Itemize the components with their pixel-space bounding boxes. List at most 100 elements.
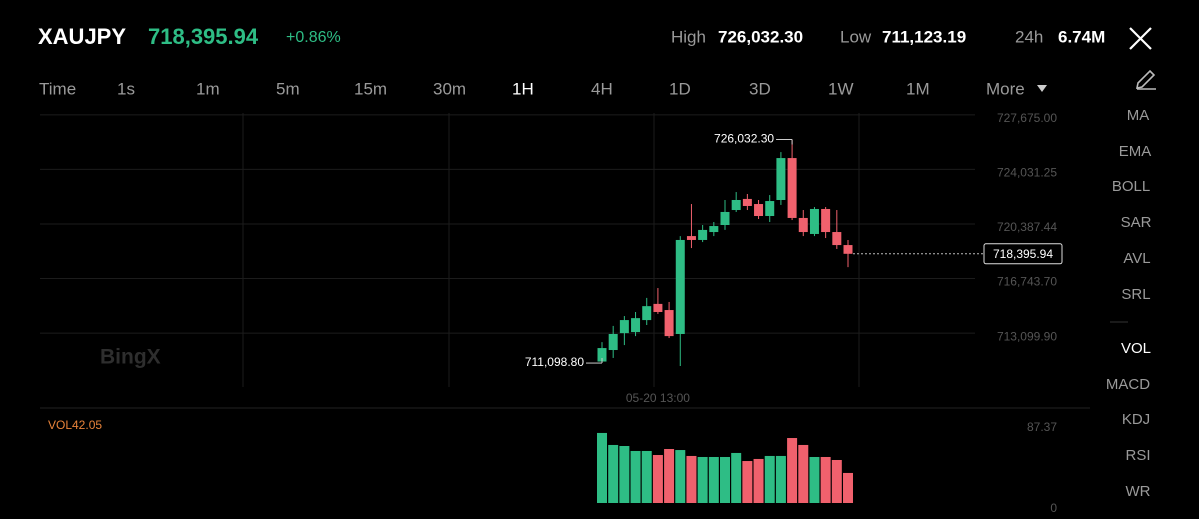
- candle-body: [731, 199, 741, 211]
- volume-bar: [753, 458, 764, 503]
- volume-value: 6.74M: [1058, 27, 1105, 46]
- candle-body: [798, 217, 808, 233]
- candle-body: [843, 245, 853, 254]
- interval[interactable]: 15m: [354, 79, 387, 98]
- volume-label: 24h: [1015, 27, 1043, 46]
- indicator[interactable]: MACD: [1106, 376, 1150, 393]
- indicator-active[interactable]: VOL: [1121, 340, 1151, 357]
- vertical-grid: [242, 113, 860, 387]
- draw-button[interactable]: [1135, 69, 1156, 90]
- candle-body: [698, 229, 708, 240]
- last-price-label: 718,395.94: [993, 247, 1053, 261]
- y-tick-label: 0: [1050, 501, 1057, 515]
- indicator[interactable]: SRL: [1121, 286, 1150, 303]
- interval[interactable]: 4H: [591, 79, 613, 98]
- candle-body: [675, 239, 685, 334]
- volume-bar: [731, 452, 742, 503]
- volume-bar: [843, 472, 853, 503]
- volume-bar: [697, 456, 708, 503]
- interval[interactable]: 3D: [749, 79, 771, 98]
- y-tick-label: 727,675.00: [997, 111, 1057, 125]
- y-tick-label: 720,387.44: [997, 220, 1057, 234]
- candle-body: [787, 158, 797, 218]
- candle-body: [653, 303, 663, 312]
- candle-body: [619, 320, 629, 334]
- dropdown-arrow: [1037, 85, 1047, 92]
- interval-active[interactable]: 1H: [512, 79, 534, 98]
- volume-bar: [664, 449, 675, 503]
- volume-bar: [652, 455, 663, 503]
- annotation-label: 711,098.80: [525, 355, 584, 369]
- candle-body: [720, 211, 730, 225]
- volume-title: VOL42.05: [48, 418, 102, 432]
- candle-body: [809, 208, 819, 234]
- indicator[interactable]: MA: [1127, 107, 1150, 124]
- last-price-box: [983, 243, 1063, 265]
- high-label: High: [671, 27, 706, 46]
- interval-label: Time: [39, 79, 76, 98]
- candle-body: [821, 208, 831, 233]
- candle-body: [832, 232, 842, 246]
- y-tick-label: 716,743.70: [997, 275, 1057, 289]
- interval[interactable]: 1m: [196, 79, 220, 98]
- volume-bar: [809, 456, 820, 503]
- x-tick-label: 05-20 13:00: [626, 391, 690, 405]
- chart: 727,675.00 724,031.25 720,387.44 716,743.70…: [40, 111, 1063, 515]
- volume-bar: [630, 450, 641, 503]
- volume-bar: [764, 455, 775, 503]
- y-tick-label: 724,031.25: [997, 166, 1057, 180]
- candle-body: [742, 198, 752, 206]
- volume-bar: [708, 456, 719, 503]
- volume-bar: [742, 461, 753, 503]
- volume-bar: [831, 459, 842, 503]
- change: +0.86%: [286, 29, 341, 46]
- candle-body: [709, 226, 719, 233]
- candle-body: [776, 158, 786, 200]
- low-label: Low: [840, 27, 872, 46]
- indicator[interactable]: EMA: [1119, 143, 1152, 160]
- indicator[interactable]: KDJ: [1122, 411, 1150, 428]
- symbol[interactable]: XAUJPY: [38, 24, 126, 49]
- close-button[interactable]: [1129, 27, 1152, 50]
- more-button[interactable]: More: [986, 79, 1025, 98]
- volume-bar: [820, 456, 831, 503]
- candle-body: [765, 201, 775, 217]
- interval[interactable]: 5m: [276, 79, 300, 98]
- candle-body: [664, 310, 674, 337]
- indicator[interactable]: BOLL: [1112, 178, 1150, 195]
- indicator[interactable]: SAR: [1121, 214, 1152, 231]
- high-value: 726,032.30: [718, 27, 803, 46]
- candle-body: [631, 318, 641, 333]
- volume-bar: [675, 450, 686, 503]
- candle-body: [686, 236, 696, 240]
- volume-bar: [787, 438, 798, 503]
- volume-bar: [686, 455, 697, 503]
- volume-bar: [720, 456, 730, 503]
- interval[interactable]: 1M: [906, 79, 930, 98]
- watermark: BingX: [100, 346, 161, 369]
- volume-bar: [597, 432, 607, 503]
- volume-bar: [619, 446, 630, 503]
- volume-bar: [608, 444, 619, 503]
- candle-body: [597, 348, 607, 362]
- interval[interactable]: 1W: [828, 79, 854, 98]
- annotation-label: 726,032.30: [714, 132, 774, 146]
- candle-body: [608, 333, 618, 351]
- volume-bar: [775, 455, 786, 503]
- indicator[interactable]: AVL: [1123, 250, 1150, 267]
- y-tick-label: 87.37: [1027, 420, 1057, 434]
- price: 718,395.94: [148, 24, 259, 49]
- interval[interactable]: 30m: [433, 79, 466, 98]
- indicator[interactable]: RSI: [1125, 447, 1150, 464]
- candle-body: [642, 306, 652, 321]
- volume-bar: [798, 444, 809, 503]
- y-tick-label: 713,099.90: [997, 329, 1057, 343]
- interval[interactable]: 1D: [669, 79, 691, 98]
- volume-bar: [641, 450, 652, 503]
- low-value: 711,123.19: [882, 27, 966, 46]
- interval[interactable]: 1s: [117, 79, 135, 98]
- candle-body: [754, 204, 764, 217]
- indicator[interactable]: WR: [1126, 483, 1151, 500]
